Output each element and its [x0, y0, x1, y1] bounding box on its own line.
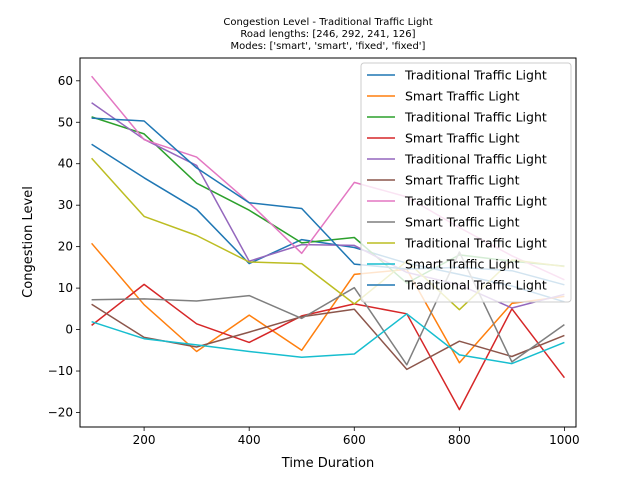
x-tick-label: 800	[448, 433, 471, 447]
chart-title-line-1: Congestion Level - Traditional Traffic L…	[223, 17, 432, 28]
chart-title-line-2: Road lengths: [246, 292, 241, 126]	[240, 29, 415, 40]
series-line-8	[91, 251, 565, 366]
y-axis-label: Congestion Level	[21, 186, 36, 298]
y-tick-label: 20	[58, 240, 73, 254]
series-lines	[91, 75, 565, 411]
legend-entry-label: Smart Traffic Light	[405, 89, 520, 104]
plot-area-frame	[79, 57, 577, 428]
legend-frame	[360, 62, 572, 303]
y-tick-label: 50	[58, 115, 73, 129]
y-tick-label: 30	[58, 198, 73, 212]
x-tick-label: 1000	[549, 433, 580, 447]
legend-entry-label: Smart Traffic Light	[405, 257, 520, 272]
legend: Traditional Traffic Light Smart Traffic L…	[360, 62, 572, 303]
legend-entry-label: Traditional Traffic Light	[404, 278, 547, 293]
legend-entry-label: Traditional Traffic Light	[404, 68, 547, 83]
x-tick-label: 200	[133, 433, 156, 447]
legend-entry-label: Smart Traffic Light	[405, 131, 520, 146]
legend-entry-label: Smart Traffic Light	[405, 173, 520, 188]
chart-title-line-3: Modes: ['smart', 'smart', 'fixed', 'fixe…	[231, 41, 426, 52]
legend-entry-label: Traditional Traffic Light	[404, 236, 547, 251]
legend-entry-label: Traditional Traffic Light	[404, 194, 547, 209]
series-line-10	[91, 313, 565, 365]
y-axis-ticks: −20 −10 0 10 20 30 40 50 60	[48, 74, 80, 419]
y-tick-label: 60	[58, 74, 73, 88]
chart-title: Congestion Level - Traditional Traffic L…	[223, 17, 432, 52]
legend-entry-label: Smart Traffic Light	[405, 215, 520, 230]
y-tick-label: 40	[58, 157, 73, 171]
series-line-6	[91, 303, 565, 371]
y-tick-label: −20	[48, 405, 73, 419]
y-tick-label: 10	[58, 281, 73, 295]
y-tick-label: 0	[65, 323, 73, 337]
x-tick-label: 400	[238, 433, 261, 447]
x-axis-label: Time Duration	[281, 456, 374, 471]
x-axis-ticks: 200 400 600 800 1000	[133, 427, 580, 447]
x-tick-label: 600	[343, 433, 366, 447]
y-tick-label: −10	[48, 364, 73, 378]
legend-entry-label: Traditional Traffic Light	[404, 110, 547, 125]
legend-entry-label: Traditional Traffic Light	[404, 152, 547, 167]
